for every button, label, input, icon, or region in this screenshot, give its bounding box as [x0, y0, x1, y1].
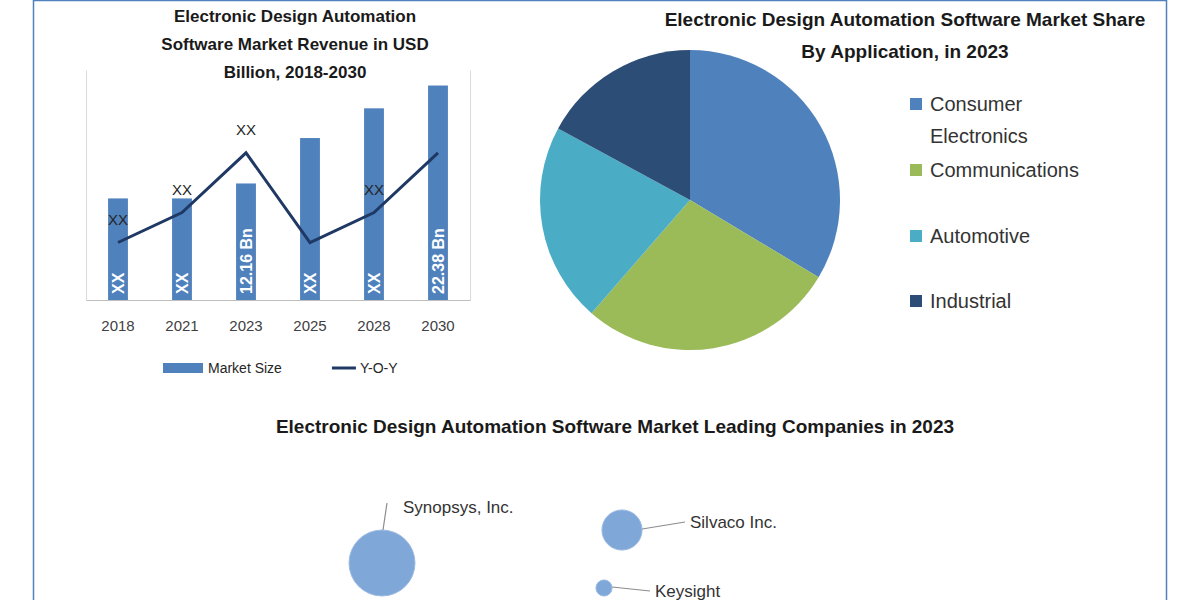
bar-label: XX	[110, 272, 127, 294]
line-label: XX	[236, 121, 256, 138]
chart-title-line: Electronic Design Automation Software Ma…	[276, 416, 954, 437]
chart-title-line: Billion, 2018-2030	[224, 63, 367, 82]
chart-title-line: By Application, in 2023	[801, 41, 1008, 62]
x-tick-label: 2018	[101, 317, 134, 334]
legend-label: Automotive	[930, 225, 1030, 247]
legend-swatch	[910, 98, 922, 110]
x-tick-label: 2023	[229, 317, 262, 334]
x-axis-line	[87, 300, 471, 301]
legend: Consumer Electronics Communications Automot…	[910, 93, 1079, 312]
legend-label: Industrial	[930, 290, 1011, 312]
leader-line	[612, 587, 650, 591]
legend-swatch	[163, 363, 203, 373]
chart-title: Electronic Design Automation Software Ma…	[665, 9, 1146, 62]
y2-axis	[470, 71, 471, 301]
legend-swatch	[910, 230, 922, 242]
legend-label-line: Consumer	[930, 93, 1023, 115]
chart-title-line: Software Market Revenue in USD	[161, 35, 428, 54]
legend-item: Market Size	[163, 360, 282, 376]
bubble	[349, 530, 415, 596]
canvas: Electronic Design Automation Software Mar…	[0, 0, 1200, 600]
line	[118, 153, 438, 243]
bar-label: XX	[174, 272, 191, 294]
data-labels: XX XX 12.16 Bn XX XX 22.38 Bn XX XX XX XX	[108, 121, 447, 294]
pie-slice	[558, 50, 690, 200]
chart-title: Electronic Design Automation Software Ma…	[276, 416, 954, 437]
leader-line	[383, 503, 387, 530]
x-tick-label: 2021	[165, 317, 198, 334]
legend-swatch	[332, 367, 356, 370]
legend-label: Consumer Electronics	[930, 93, 1028, 147]
bar-label: 12.16 Bn	[238, 228, 255, 294]
leader-line	[642, 522, 685, 529]
y-axis	[86, 71, 87, 301]
bar	[428, 86, 448, 300]
bar-label: XX	[366, 272, 383, 294]
bubble-chart: Electronic Design Automation Software Ma…	[276, 416, 954, 600]
legend-label: Market Size	[208, 360, 282, 376]
plot-area	[108, 86, 448, 300]
bubble-label: Silvaco Inc.	[690, 513, 777, 532]
legend-swatch	[910, 295, 922, 307]
x-tick: 2030	[421, 317, 454, 334]
bubble-label: Synopsys, Inc.	[403, 498, 514, 517]
legend-label: Communications	[930, 159, 1079, 181]
pie	[540, 50, 840, 350]
bar	[108, 198, 128, 300]
line-label: XX	[172, 181, 192, 198]
legend: Market Size Y-O-Y	[163, 360, 398, 376]
bubble	[596, 580, 612, 596]
frame	[34, 1, 1167, 600]
bar-label: XX	[302, 272, 319, 294]
y2-axis-line	[470, 71, 471, 301]
bar	[236, 183, 256, 300]
x-tick: 2023	[229, 317, 262, 334]
x-tick-label: 2025	[293, 317, 326, 334]
combo-chart: Electronic Design Automation Software Mar…	[87, 7, 471, 376]
legend-label-line: Electronics	[930, 125, 1028, 147]
line-label: XX	[364, 181, 384, 198]
bubble-label: Keysight	[655, 582, 720, 600]
bubble	[602, 510, 642, 550]
chart-title: Electronic Design Automation Software Mar…	[161, 7, 428, 82]
x-tick: 2021	[165, 317, 198, 334]
x-tick: 2018	[101, 317, 134, 334]
bar-label: 22.38 Bn	[430, 228, 447, 294]
x-axis: 2018 2021 2023 2025 2028 2030	[87, 301, 471, 334]
bar	[300, 138, 320, 300]
pie-chart: Electronic Design Automation Software Ma…	[540, 9, 1145, 350]
x-tick: 2025	[293, 317, 326, 334]
legend-swatch	[910, 164, 922, 176]
x-tick-label: 2028	[357, 317, 390, 334]
x-tick-label: 2030	[421, 317, 454, 334]
x-tick: 2028	[357, 317, 390, 334]
y-axis-line	[86, 71, 87, 301]
legend-label-line: Communications	[930, 159, 1079, 181]
line-label: XX	[108, 211, 128, 228]
chart-title-line: Electronic Design Automation Software Ma…	[665, 9, 1146, 30]
chart-title-line: Electronic Design Automation	[174, 7, 416, 26]
legend-label-line: Automotive	[930, 225, 1030, 247]
legend-item: Y-O-Y	[332, 360, 398, 376]
legend-label: Y-O-Y	[360, 360, 398, 376]
legend-label-line: Industrial	[930, 290, 1011, 312]
